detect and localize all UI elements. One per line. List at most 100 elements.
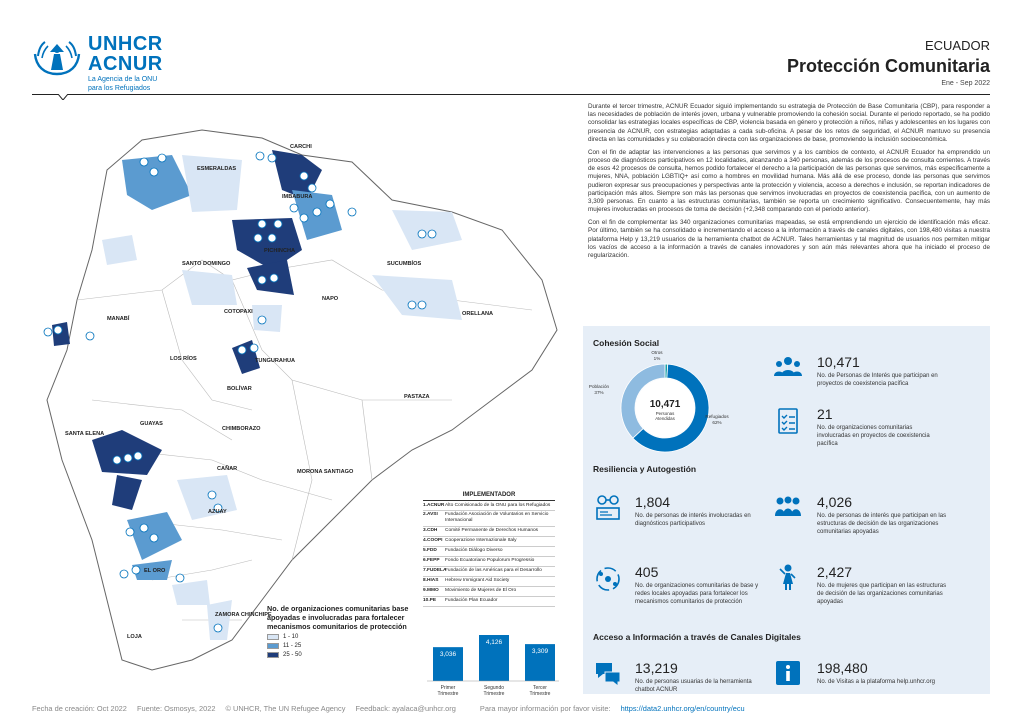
header-divider	[32, 94, 990, 95]
donut-pct-otros: 1%	[654, 356, 661, 361]
province-label: IMBABURA	[282, 194, 312, 200]
implementer-code: 4.COOPI	[423, 538, 443, 544]
province-label: ZAMORA CHINCHIPE	[215, 612, 272, 618]
implementer-name: Fundación Asociación de Voluntarios en S…	[445, 512, 549, 524]
region-dark	[112, 475, 142, 510]
stat-resiliencia-mujeres: 2,427 No. de mujeres que participan en l…	[817, 564, 947, 606]
province-label: PASTAZA	[404, 394, 430, 400]
footer: Fecha de creación: Oct 2022 Fuente: Osmo…	[32, 704, 753, 713]
cohesion-title: Cohesión Social	[593, 338, 660, 348]
implementer-name: Fondo Ecuatoriano Populorum Progressio	[445, 558, 535, 564]
digital-title: Acceso a Información a través de Canales…	[593, 632, 801, 642]
implementer-name: Fundación de las Américas para el Desarr…	[445, 568, 542, 574]
province-label: CHIMBORAZO	[222, 426, 261, 432]
donut-slice-3	[620, 363, 666, 439]
province-label: MORONA SANTIAGO	[297, 469, 354, 475]
donut-center-label-1: Personas	[656, 411, 675, 416]
province-label: ORELLANA	[462, 311, 493, 317]
province-label: CARCHI	[290, 144, 312, 150]
implementer-code: 6.FEPP	[423, 558, 440, 564]
implementer-name: Comité Permanente de Derechos Humanos	[445, 528, 539, 534]
unhcr-logo: UNHCR ACNUR La Agencia de la ONU para lo…	[32, 34, 163, 92]
bar-category-label: Trimestre	[438, 691, 459, 697]
region-mid	[122, 155, 192, 210]
province-label: NAPO	[322, 296, 339, 302]
implementer-code: 5.FDD	[423, 548, 437, 554]
stat-description: No. de Personas de Interés que participa…	[817, 373, 938, 387]
stat-number: 10,471	[817, 354, 860, 370]
logo-line-1: UNHCR	[88, 33, 163, 55]
province-labels: CARCHI ESMERALDAS IMBABURA SUCUMBÍOS PIC…	[65, 144, 493, 640]
logo-line-4: para los Refugiados	[88, 85, 151, 92]
stat-number: 1,804	[635, 494, 671, 510]
region-light	[172, 580, 210, 605]
report-period: Ene - Sep 2022	[941, 80, 990, 87]
region-light	[102, 235, 137, 265]
stat-digital-help: 198,480 No. de Visitas a la plataforma h…	[817, 660, 947, 687]
bar-category-label: Trimestre	[484, 691, 505, 697]
footer-link[interactable]: https://data2.unhcr.org/en/country/ecu	[620, 704, 745, 713]
stat-description: No. de Visitas a la plataforma help.unhc…	[817, 679, 935, 685]
implementer-row: 8.HIAS Hebrew Immigrant Aid Society	[423, 577, 555, 587]
implementer-title: IMPLEMENTADOR	[423, 492, 555, 501]
implementer-code: 3.CDH	[423, 528, 438, 534]
region-dark	[52, 322, 70, 346]
stat-description: No. de personas de interés involucradas …	[635, 513, 751, 527]
implementer-code: 10.PE	[423, 598, 437, 604]
bar-value-label: 3,309	[532, 648, 549, 655]
implementer-name: Hebrew Immigrant Aid Society	[445, 578, 510, 584]
province-label: SANTA ELENA	[65, 431, 104, 437]
implementer-markers	[43, 151, 437, 633]
unhcr-emblem-icon	[33, 41, 81, 76]
bar-category-label: Segundo	[484, 685, 504, 691]
stat-description: No. de mujeres que participan en las est…	[817, 583, 947, 605]
implementer-row: 10.PE Fundación Plan Ecuador	[423, 597, 555, 607]
region-light	[182, 270, 237, 305]
implementer-code: 8.HIAS	[423, 578, 439, 584]
province-label: SANTO DOMINGO	[182, 261, 231, 267]
legend-item: 11 - 25	[267, 643, 413, 649]
region-light	[182, 155, 242, 212]
legend-swatch	[267, 634, 279, 640]
bar-category-label: Primer	[441, 685, 456, 691]
legend-title: No. de organizaciones comunitarias base …	[267, 604, 409, 631]
stat-cohesion-orgs: 21 No. de organizaciones comunitarias in…	[817, 406, 947, 448]
province-boundaries	[76, 259, 533, 621]
legend-label: 25 - 50	[283, 652, 302, 658]
donut-total: 10,471	[650, 399, 681, 410]
donut-pct-poblacion: 37%	[594, 390, 603, 395]
divider-notch	[58, 94, 68, 100]
stat-resiliencia-estructuras: 4,026 No. de personas de interés que par…	[817, 494, 947, 536]
region-dark	[232, 218, 302, 270]
community-group-icon	[775, 496, 801, 516]
info-icon	[776, 661, 800, 685]
people-group-icon	[774, 357, 802, 376]
footer-source: Fuente: Osmosys, 2022	[136, 704, 216, 713]
implementer-name: Alto Comisionado de la ONU para los Refu…	[445, 502, 551, 508]
implementer-row: 3.CDH Comité Permanente de Derechos Human…	[423, 527, 555, 537]
province-label: ESMERALDAS	[197, 166, 236, 172]
stat-number: 2,427	[817, 564, 853, 580]
bar-3	[525, 644, 555, 681]
stat-digital-chatbot: 13,219 No. de personas usuarias de la he…	[635, 660, 765, 695]
implementer-row: 6.FEPP Fondo Ecuatoriano Populorum Progre…	[423, 557, 555, 567]
right-panel: Durante el tercer trimestre, ACNUR Ecuad…	[583, 100, 990, 694]
footer-created: Fecha de creación: Oct 2022	[32, 704, 127, 713]
stat-number: 198,480	[817, 660, 868, 676]
province-label: PICHINCHA	[264, 248, 295, 254]
legend-label: 1 - 10	[283, 634, 299, 640]
diagnostics-icon	[596, 495, 620, 520]
province-label: AZUAY	[208, 509, 227, 515]
logo-line-3: La Agencia de la ONU	[88, 76, 158, 83]
stat-description: No. de personas de interés que participa…	[817, 513, 947, 535]
region-light	[372, 275, 462, 320]
province-label: COTOPAXI	[224, 309, 253, 315]
footer-more-info: Para mayor información por favor visite:	[479, 704, 611, 713]
donut-slice-2	[632, 363, 710, 453]
resiliencia-title: Resiliencia y Autogestión	[593, 464, 697, 474]
region-light	[392, 210, 462, 250]
stat-cohesion-people: 10,471 No. de Personas de Interés que pa…	[817, 354, 947, 389]
legend-swatch	[267, 652, 279, 658]
province-label: GUAYAS	[140, 421, 163, 427]
